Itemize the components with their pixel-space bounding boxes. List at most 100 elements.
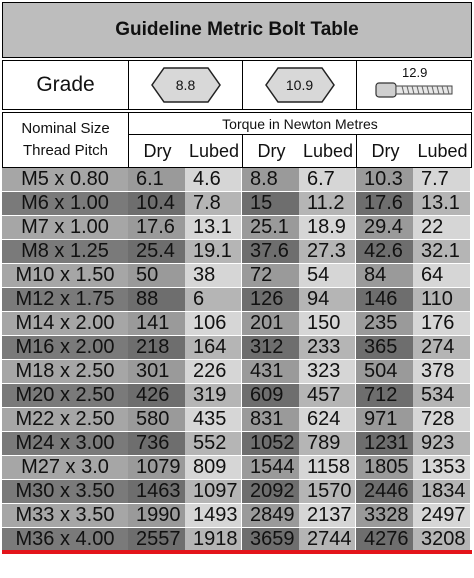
dry-torque-cell: 2446 xyxy=(356,480,413,504)
lubed-torque-cell: 176 xyxy=(413,312,470,336)
table-row: M22 x 2.50 580 435 831 624 971 728 xyxy=(2,408,472,432)
lubed-torque-cell: 54 xyxy=(299,264,356,288)
lubed-torque-cell: 226 xyxy=(185,360,242,384)
dry-torque-cell: 580 xyxy=(128,408,185,432)
table-row: M27 x 3.0 1079 809 1544 1158 1805 1353 xyxy=(2,456,472,480)
dry-torque-cell: 10.4 xyxy=(128,192,185,216)
dry-torque-cell: 235 xyxy=(356,312,413,336)
hex-bolt-head-icon: 10.9 xyxy=(263,65,337,105)
grade-cell-12-9: 12.9 xyxy=(357,61,471,109)
size-cell: M16 x 2.00 xyxy=(2,336,128,360)
lubed-torque-cell: 64 xyxy=(413,264,470,288)
lubed-torque-cell: 534 xyxy=(413,384,470,408)
size-cell: M5 x 0.80 xyxy=(2,168,128,192)
grade-value: 10.9 xyxy=(285,77,314,93)
dry-torque-cell: 1052 xyxy=(242,432,299,456)
table-row: M10 x 1.50 50 38 72 54 84 64 xyxy=(2,264,472,288)
lubed-torque-cell: 22 xyxy=(413,216,470,240)
lubed-torque-cell: 7.8 xyxy=(185,192,242,216)
lubed-torque-cell: 1493 xyxy=(185,504,242,528)
table-row: M20 x 2.50 426 319 609 457 712 534 xyxy=(2,384,472,408)
dry-torque-cell: 1079 xyxy=(128,456,185,480)
size-cell: M36 x 4.00 xyxy=(2,528,128,552)
lubed-torque-cell: 3208 xyxy=(413,528,470,552)
dry-torque-cell: 29.4 xyxy=(356,216,413,240)
lubed-torque-cell: 19.1 xyxy=(185,240,242,264)
lubed-torque-cell: 789 xyxy=(299,432,356,456)
grade-value: 12.9 xyxy=(402,65,428,80)
dry-header: Dry xyxy=(143,140,172,161)
lubed-torque-cell: 323 xyxy=(299,360,356,384)
dry-torque-cell: 312 xyxy=(242,336,299,360)
lubed-torque-cell: 106 xyxy=(185,312,242,336)
dry-header: Dry xyxy=(257,140,286,161)
lubed-torque-cell: 378 xyxy=(413,360,470,384)
sub-header-row: Dry Lubed Dry Lubed Dry Lubed xyxy=(129,135,471,167)
table-row: M30 x 3.50 1463 1097 2092 1570 2446 1834 xyxy=(2,480,472,504)
table-row: M24 x 3.00 736 552 1052 789 1231 923 xyxy=(2,432,472,456)
lubed-torque-cell: 38 xyxy=(185,264,242,288)
lubed-torque-cell: 435 xyxy=(185,408,242,432)
lubed-torque-cell: 2497 xyxy=(413,504,470,528)
dry-torque-cell: 126 xyxy=(242,288,299,312)
lubed-torque-cell: 274 xyxy=(413,336,470,360)
dry-torque-cell: 6.1 xyxy=(128,168,185,192)
table-title: Guideline Metric Bolt Table xyxy=(2,2,472,58)
size-cell: M22 x 2.50 xyxy=(2,408,128,432)
dry-torque-cell: 10.3 xyxy=(356,168,413,192)
dry-torque-cell: 17.6 xyxy=(128,216,185,240)
size-cell: M14 x 2.00 xyxy=(2,312,128,336)
column-header: Nominal Size Thread Pitch Torque in Newt… xyxy=(2,112,472,168)
dry-torque-cell: 736 xyxy=(128,432,185,456)
size-cell: M7 x 1.00 xyxy=(2,216,128,240)
torque-header: Torque in Newton Metres xyxy=(129,113,471,135)
lubed-torque-cell: 552 xyxy=(185,432,242,456)
dry-torque-cell: 504 xyxy=(356,360,413,384)
dry-torque-cell: 431 xyxy=(242,360,299,384)
dry-header: Dry xyxy=(371,140,400,161)
size-cell: M10 x 1.50 xyxy=(2,264,128,288)
dry-torque-cell: 2092 xyxy=(242,480,299,504)
lubed-torque-cell: 150 xyxy=(299,312,356,336)
bottom-accent-line xyxy=(2,550,472,554)
lubed-header: Lubed xyxy=(417,140,468,161)
size-cell: M12 x 1.75 xyxy=(2,288,128,312)
lubed-torque-cell: 1353 xyxy=(413,456,470,480)
lubed-torque-cell: 18.9 xyxy=(299,216,356,240)
dry-torque-cell: 146 xyxy=(356,288,413,312)
grade-cell-10-9: 10.9 xyxy=(243,61,357,109)
dry-torque-cell: 201 xyxy=(242,312,299,336)
dry-torque-cell: 88 xyxy=(128,288,185,312)
lubed-torque-cell: 6.7 xyxy=(299,168,356,192)
dry-torque-cell: 4276 xyxy=(356,528,413,552)
dry-torque-cell: 301 xyxy=(128,360,185,384)
dry-torque-cell: 72 xyxy=(242,264,299,288)
lubed-torque-cell: 1570 xyxy=(299,480,356,504)
lubed-torque-cell: 1097 xyxy=(185,480,242,504)
torque-table-body: M5 x 0.80 6.1 4.6 8.8 6.7 10.3 7.7 M6 x 1.00 10.… xyxy=(2,168,472,552)
thread-pitch-label: Thread Pitch xyxy=(22,142,109,159)
dry-torque-cell: 1544 xyxy=(242,456,299,480)
dry-torque-cell: 426 xyxy=(128,384,185,408)
hex-bolt-head-icon: 8.8 xyxy=(149,65,223,105)
lubed-torque-cell: 13.1 xyxy=(413,192,470,216)
lubed-torque-cell: 27.3 xyxy=(299,240,356,264)
dry-torque-cell: 218 xyxy=(128,336,185,360)
lubed-torque-cell: 13.1 xyxy=(185,216,242,240)
lubed-torque-cell: 1834 xyxy=(413,480,470,504)
dry-torque-cell: 1231 xyxy=(356,432,413,456)
size-cell: M30 x 3.50 xyxy=(2,480,128,504)
dry-torque-cell: 25.1 xyxy=(242,216,299,240)
lubed-torque-cell: 164 xyxy=(185,336,242,360)
dry-torque-cell: 50 xyxy=(128,264,185,288)
size-cell: M24 x 3.00 xyxy=(2,432,128,456)
size-cell: M6 x 1.00 xyxy=(2,192,128,216)
lubed-header: Lubed xyxy=(300,135,357,167)
table-row: M16 x 2.00 218 164 312 233 365 274 xyxy=(2,336,472,360)
lubed-torque-cell: 1918 xyxy=(185,528,242,552)
lubed-torque-cell: 6 xyxy=(185,288,242,312)
grade-cell-8-8: 8.8 xyxy=(129,61,243,109)
lubed-torque-cell: 7.7 xyxy=(413,168,470,192)
lubed-torque-cell: 2744 xyxy=(299,528,356,552)
